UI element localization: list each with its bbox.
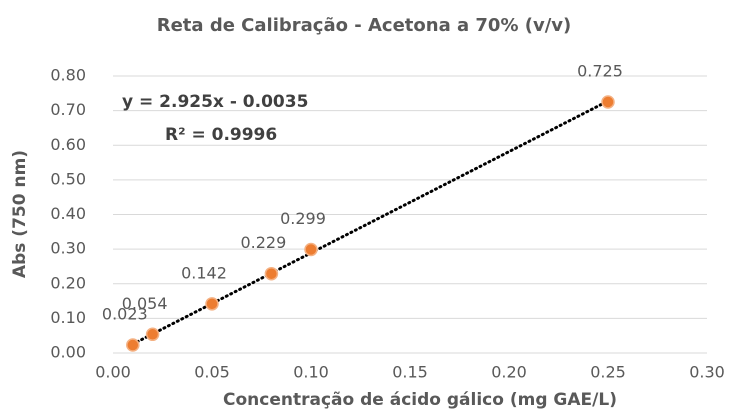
point: [264, 266, 279, 281]
y-tick-label: 0.80: [50, 66, 86, 85]
x-tick-label: 0.15: [392, 363, 428, 382]
x-tick-label: 0.20: [491, 363, 527, 382]
y-tick-label: 0.30: [50, 239, 86, 258]
data-label: 0.725: [577, 61, 623, 80]
point: [304, 242, 318, 257]
y-tick-label: 0.60: [50, 135, 86, 154]
chart-title: Reta de Calibração - Acetona a 70% (v/v): [157, 15, 572, 36]
x-tick-label: 0.05: [194, 363, 230, 382]
point: [145, 327, 160, 342]
y-tick-label: 0.40: [50, 204, 86, 223]
x-tick-label: 0.30: [689, 363, 725, 382]
point: [601, 95, 615, 109]
y-tick-label: 0.50: [50, 169, 86, 188]
point: [205, 297, 219, 311]
x-tick-label: 0.25: [590, 363, 626, 382]
y-tick-label: 0.00: [50, 343, 86, 362]
data-label: 0.023: [102, 305, 148, 324]
y-tick-label: 0.10: [50, 308, 86, 327]
y-axis-label: Abs (750 nm): [10, 150, 30, 278]
data-label: 0.142: [181, 263, 227, 282]
x-axis-label: Concentração de ácido gálico (mg GAE/L): [223, 390, 617, 410]
r-squared: R² = 0.9996: [165, 125, 277, 145]
y-tick-label: 0.20: [50, 273, 86, 292]
data-label: 0.054: [122, 294, 168, 313]
equation: y = 2.925x - 0.0035: [122, 92, 308, 112]
data-label: 0.299: [280, 209, 326, 228]
point: [126, 338, 140, 352]
x-tick-label: 0.00: [95, 363, 131, 382]
x-tick-label: 0.10: [293, 363, 329, 382]
y-tick-label: 0.70: [50, 100, 86, 119]
data-label: 0.229: [240, 233, 286, 252]
